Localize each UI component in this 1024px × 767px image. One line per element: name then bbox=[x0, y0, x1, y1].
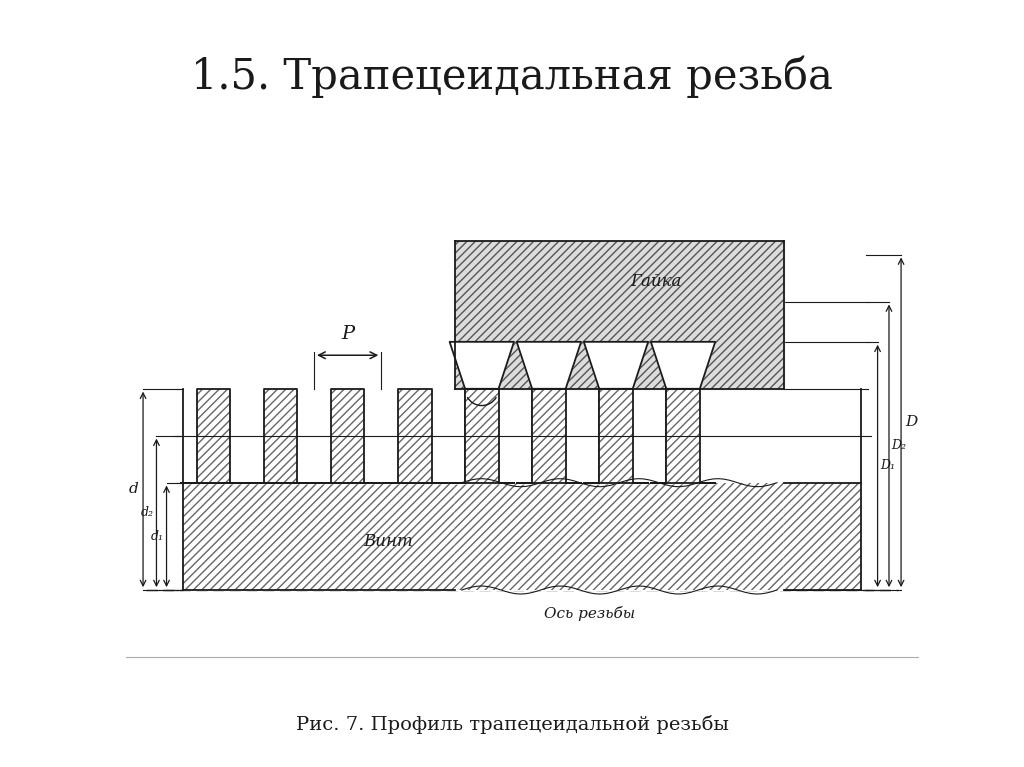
Polygon shape bbox=[651, 389, 715, 482]
Polygon shape bbox=[455, 241, 783, 389]
Text: P: P bbox=[341, 325, 354, 343]
Polygon shape bbox=[315, 389, 380, 482]
Text: 1.5. Трапецеидальная резьба: 1.5. Трапецеидальная резьба bbox=[191, 55, 833, 98]
Text: d₁: d₁ bbox=[151, 530, 164, 543]
Polygon shape bbox=[584, 342, 648, 389]
Polygon shape bbox=[783, 482, 861, 590]
Text: Винт: Винт bbox=[364, 533, 413, 550]
Polygon shape bbox=[183, 482, 455, 590]
Polygon shape bbox=[181, 389, 246, 482]
Text: Гайка: Гайка bbox=[631, 273, 682, 290]
Text: Рис. 7. Профиль трапецеидальной резьбы: Рис. 7. Профиль трапецеидальной резьбы bbox=[296, 716, 728, 734]
Polygon shape bbox=[584, 389, 648, 482]
Polygon shape bbox=[450, 342, 514, 389]
Text: d: d bbox=[129, 482, 138, 496]
Text: D: D bbox=[905, 415, 918, 430]
Polygon shape bbox=[584, 389, 648, 482]
Polygon shape bbox=[249, 389, 312, 482]
Polygon shape bbox=[651, 342, 715, 389]
Text: D₁: D₁ bbox=[881, 459, 895, 472]
Text: Ось резьбы: Ось резьбы bbox=[544, 606, 635, 621]
Polygon shape bbox=[450, 389, 514, 482]
Text: D₂: D₂ bbox=[892, 439, 906, 453]
Polygon shape bbox=[517, 389, 581, 482]
Polygon shape bbox=[517, 342, 581, 389]
Text: 30°: 30° bbox=[465, 414, 487, 427]
Text: d₂: d₂ bbox=[140, 506, 154, 519]
Polygon shape bbox=[651, 389, 715, 482]
Polygon shape bbox=[383, 389, 446, 482]
Polygon shape bbox=[450, 389, 514, 482]
Polygon shape bbox=[517, 389, 581, 482]
Polygon shape bbox=[455, 482, 783, 590]
